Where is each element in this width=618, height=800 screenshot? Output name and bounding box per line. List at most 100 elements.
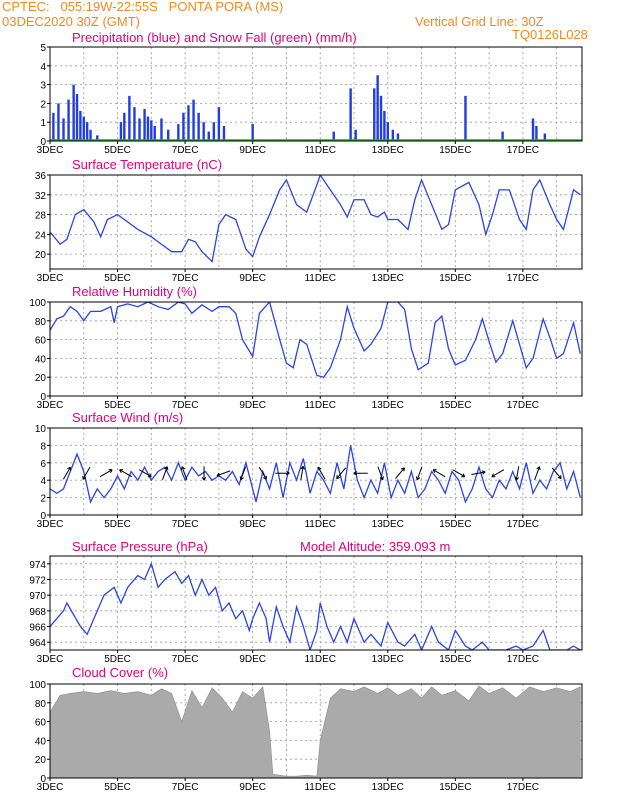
y-tick-label: 968 [29, 607, 46, 618]
precip-bar [543, 133, 547, 141]
y-tick-label: 0 [40, 392, 46, 403]
x-tick-label: 7DEC [172, 654, 199, 665]
x-tick-label: 17DEC [507, 400, 539, 411]
wind-arrow [181, 466, 188, 480]
x-tick-label: 9DEC [239, 654, 266, 665]
precip-bar [391, 129, 395, 141]
wind-arrowhead [560, 475, 562, 479]
precip-bar [123, 112, 126, 141]
wind-arrowhead [286, 472, 290, 476]
wind-arrowhead [166, 466, 169, 471]
x-tick-label: 11DEC [304, 654, 336, 665]
panel-frame [49, 555, 583, 651]
y-tick-label: 970 [29, 591, 46, 602]
wind-arrowhead [462, 473, 466, 477]
x-tick-label: 5DEC [104, 400, 131, 411]
y-tick-label: 966 [29, 623, 46, 634]
y-tick-label: 974 [29, 560, 46, 571]
wind-arrow [62, 466, 71, 480]
precip-bar [75, 94, 79, 141]
x-tick-label: 3DEC [37, 654, 64, 665]
wind-arrow [551, 467, 562, 479]
y-tick-label: 2 [40, 494, 46, 505]
model-altitude-label: Model Altitude: 359.093 m [300, 539, 450, 554]
wind-arrow [300, 466, 304, 481]
series-line [50, 302, 581, 378]
wind-arrowhead [379, 477, 384, 481]
wind-arrow [99, 469, 113, 478]
panel-frame [49, 683, 583, 779]
x-tick-label: 15DEC [439, 654, 471, 665]
precip-bar [177, 124, 180, 141]
x-tick-label: 11DEC [304, 273, 336, 284]
x-tick-label: 5DEC [104, 519, 131, 530]
precip-bar [128, 95, 131, 141]
x-tick-label: 17DEC [507, 654, 539, 665]
y-tick-label: 60 [35, 336, 47, 347]
x-tick-label: 13DEC [372, 654, 404, 665]
wind-arrowhead [317, 466, 322, 470]
precip-bar [501, 131, 504, 141]
wind-arrowhead [216, 472, 220, 476]
x-tick-label: 5DEC [104, 782, 131, 793]
wind-arrowhead [538, 466, 541, 471]
header-model-id: TQ0126L028 [512, 27, 588, 42]
panel-title: Surface Temperature (nC) [72, 157, 222, 172]
x-tick-label: 5DEC [104, 273, 131, 284]
wind-arrow [395, 467, 405, 479]
panel-title: Precipitation (blue) and Snow Fall (gree… [72, 30, 357, 45]
x-tick-label: 17DEC [507, 519, 539, 530]
y-tick-label: 20 [35, 250, 47, 261]
wind-arrowhead [180, 466, 183, 471]
wind-arrowhead [400, 467, 405, 470]
x-tick-label: 11DEC [304, 519, 336, 530]
wind-arrowhead [240, 477, 244, 481]
y-tick-label: 40 [35, 736, 47, 747]
y-tick-label: 20 [35, 373, 47, 384]
wind-arrow [82, 466, 91, 480]
y-tick-label: 4 [40, 476, 46, 487]
wind-arrowhead [382, 476, 384, 480]
wind-arrowhead [415, 476, 418, 480]
precip-bar [192, 99, 195, 141]
wind-arrowhead [491, 473, 494, 477]
precip-bar [146, 116, 150, 141]
wind-arrow [161, 466, 168, 480]
wind-arrowhead [432, 469, 436, 474]
wind-arrowhead [181, 466, 186, 470]
wind-arrow [317, 466, 326, 480]
panel-title: Surface Pressure (hPa) [72, 539, 208, 554]
y-tick-label: 964 [29, 638, 46, 649]
wind-arrow [119, 469, 132, 478]
wind-arrow [471, 471, 486, 475]
precip-bar [119, 122, 123, 141]
wind-arrowhead [216, 475, 221, 477]
wind-arrowhead [336, 475, 338, 479]
x-tick-label: 3DEC [37, 145, 64, 156]
wind-arrowhead [482, 471, 486, 475]
wind-arrowhead [514, 476, 517, 481]
precip-bar [207, 131, 210, 141]
wind-arrowhead [302, 466, 305, 470]
x-tick-label: 7DEC [172, 145, 199, 156]
x-tick-label: 9DEC [239, 145, 266, 156]
x-tick-label: 9DEC [239, 782, 266, 793]
wind-arrowhead [239, 476, 242, 480]
panel-title: Cloud Cover (%) [72, 665, 168, 680]
x-tick-label: 9DEC [239, 400, 266, 411]
wind-arrow [377, 466, 384, 480]
wind-arrow [515, 466, 520, 481]
x-tick-label: 3DEC [37, 782, 64, 793]
y-tick-label: 28 [35, 211, 47, 222]
x-tick-label: 13DEC [372, 400, 404, 411]
panel-title: Surface Wind (m/s) [72, 410, 183, 425]
x-tick-label: 7DEC [172, 519, 199, 530]
x-tick-label: 15DEC [439, 273, 471, 284]
wind-arrow [216, 470, 231, 477]
precip-bar [349, 88, 352, 141]
wind-arrowhead [353, 471, 358, 474]
panel-frame [49, 46, 583, 142]
wind-arrowhead [336, 476, 341, 480]
y-tick-label: 80 [35, 699, 47, 710]
precip-bar [531, 118, 535, 141]
